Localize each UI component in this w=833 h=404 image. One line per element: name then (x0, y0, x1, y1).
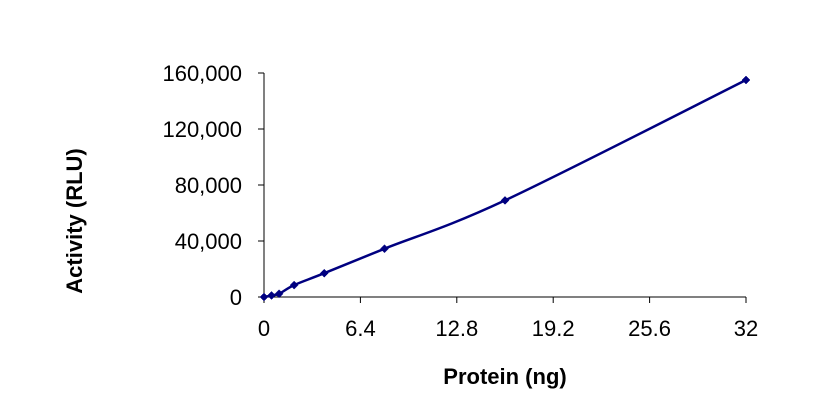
y-tick-label: 120,000 (162, 117, 242, 142)
axes (263, 73, 746, 298)
x-tick-label: 19.2 (532, 316, 575, 341)
y-tick-label: 40,000 (175, 229, 242, 254)
data-point-marker (500, 196, 510, 205)
data-point-marker (319, 268, 329, 278)
y-tick-label: 80,000 (175, 173, 242, 198)
x-axis-title: Protein (ng) (443, 364, 566, 389)
x-tick-label: 12.8 (435, 316, 478, 341)
data-point-marker (274, 289, 284, 299)
data-point-marker (267, 291, 276, 300)
x-tick-label: 25.6 (628, 316, 671, 341)
y-tick-label: 0 (230, 285, 242, 310)
x-tick-label: 32 (734, 316, 758, 341)
y-tick-label: 160,000 (162, 61, 242, 86)
x-tick-label: 0 (258, 316, 270, 341)
data-point-marker (259, 292, 269, 302)
x-axis-ticks: 0 6.4 12.8 19.2 25.6 32 (258, 297, 758, 341)
data-point-marker (380, 244, 389, 254)
data-point-marker (289, 280, 299, 290)
y-axis-title: Activity (RLU) (62, 148, 87, 293)
y-axis-ticks: 0 40,000 80,000 120,000 160,000 (162, 61, 264, 310)
data-point-marker (741, 75, 751, 85)
series-layer (259, 75, 751, 302)
x-tick-label: 6.4 (345, 316, 376, 341)
series-line (262, 78, 748, 299)
